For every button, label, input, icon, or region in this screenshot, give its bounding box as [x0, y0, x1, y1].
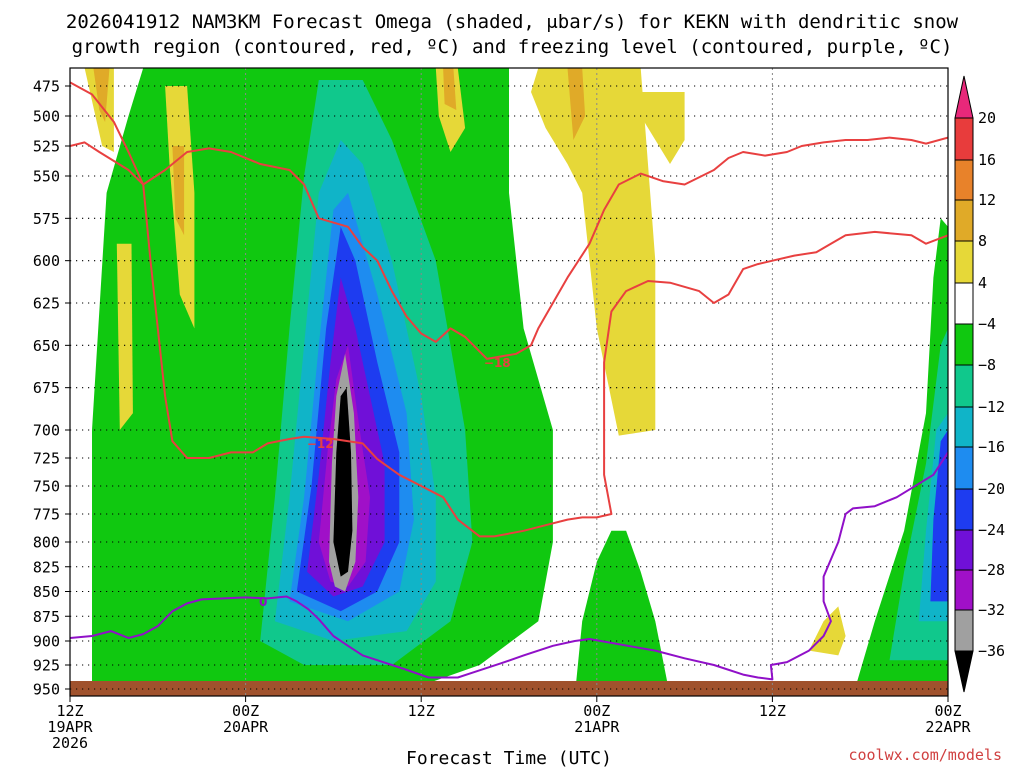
credit-text: coolwx.com/models [848, 746, 1002, 764]
contour-freezing-level [70, 451, 948, 681]
plot-frame [69, 67, 949, 697]
ytick-label-925: 925 [33, 657, 60, 675]
xtick-label-0-1: 12Z [56, 702, 83, 720]
ytick-label-875: 875 [33, 608, 60, 626]
gridlines [69, 68, 949, 696]
chart-title-line2: growth region (contoured, red, ºC) and f… [72, 36, 953, 58]
colorbar-label-10: −24 [978, 521, 1005, 539]
colorbar-label-12: −32 [978, 601, 1005, 619]
xtick-label-0-2: 19APR [47, 718, 93, 736]
ytick-label-800: 800 [33, 534, 60, 552]
colorbar-bin-11 [954, 569, 974, 611]
colorbar-bottom-arrow [954, 650, 974, 693]
colorbar-bin-0 [954, 117, 974, 161]
colorbar-label-13: −36 [978, 642, 1005, 660]
ytick-label-725: 725 [33, 450, 60, 468]
xtick-label-36-2: 21APR [574, 718, 620, 736]
ytick-label-575: 575 [33, 210, 60, 228]
omega-region-yellow-e [531, 68, 656, 436]
ytick-label-525: 525 [33, 138, 60, 156]
colorbar-bin-2 [954, 199, 974, 242]
colorbar-bin-4 [954, 282, 974, 325]
ytick-label-625: 625 [33, 295, 60, 313]
xtick-label-24-1: 12Z [408, 702, 435, 720]
ytick-label-600: 600 [33, 252, 60, 270]
colorbar-label-9: −20 [978, 480, 1005, 498]
colorbar-bin-10 [954, 529, 974, 571]
contour-dgz-lower [70, 81, 948, 538]
ytick-label-550: 550 [33, 168, 60, 186]
colorbar-bin-3 [954, 240, 974, 284]
omega-region-orange-c [443, 68, 457, 110]
ytick-label-825: 825 [33, 558, 60, 576]
ytick-label-700: 700 [33, 422, 60, 440]
ytick-label-475: 475 [33, 78, 60, 96]
xtick-label-48-1: 12Z [759, 702, 786, 720]
colorbar-label-7: −12 [978, 398, 1005, 416]
xtick-label-0-3: 2026 [52, 734, 88, 752]
ytick-label-675: 675 [33, 379, 60, 397]
contour-label-dgz-upper: −18 [484, 356, 511, 370]
contour-dgz-upper [70, 136, 948, 360]
omega-region-yellow-f [626, 92, 685, 164]
x-axis-label: Forecast Time (UTC) [406, 748, 612, 768]
colorbar-top-arrow [954, 75, 974, 119]
omega-region-green-mid [574, 530, 670, 696]
omega-region-orange-a [93, 68, 110, 122]
colorbar-label-0: 20 [978, 109, 996, 127]
contour-label-freezing-level: 0 [259, 595, 267, 609]
ytick-label-850: 850 [33, 583, 60, 601]
omega-shading [84, 68, 948, 696]
colorbar-bin-1 [954, 159, 974, 201]
colorbar-bin-5 [954, 323, 974, 366]
contour-label-dgz-lower: −12 [307, 437, 334, 451]
chart-title-line1: 2026041912 NAM3KM Forecast Omega (shaded… [66, 11, 959, 33]
omega-region-yellow-g [809, 606, 846, 656]
ytick-label-950: 950 [33, 681, 60, 699]
colorbar-bin-9 [954, 488, 974, 531]
pressure-axis: 475 500 525 550 575 600 625 650 675 700 725 750 775 8… [33, 78, 70, 699]
xtick-label-60-2: 22APR [925, 718, 971, 736]
colorbar: 20 16 12 8 4 −4 −8 −12 −16 −20 −24 −28 −32 −36 [954, 75, 1005, 693]
xtick-label-12-2: 20APR [223, 718, 269, 736]
ytick-label-900: 900 [33, 633, 60, 651]
colorbar-label-6: −8 [978, 356, 996, 374]
ytick-label-500: 500 [33, 108, 60, 126]
xtick-label-60-1: 00Z [934, 702, 961, 720]
ytick-label-750: 750 [33, 478, 60, 496]
colorbar-label-3: 8 [978, 232, 987, 250]
ytick-label-650: 650 [33, 337, 60, 355]
ytick-label-775: 775 [33, 506, 60, 524]
colorbar-label-8: −16 [978, 438, 1005, 456]
omega-region-yellow-c [116, 243, 133, 430]
colorbar-label-11: −28 [978, 561, 1005, 579]
temperature-contours: −18 −12 0 [70, 81, 948, 681]
colorbar-bin-6 [954, 364, 974, 408]
xtick-label-36-1: 00Z [583, 702, 610, 720]
omega-region-orange-b [172, 146, 185, 236]
omega-region-black-core [333, 387, 353, 577]
colorbar-bin-8 [954, 446, 974, 490]
xtick-label-12-1: 00Z [232, 702, 259, 720]
colorbar-label-1: 16 [978, 151, 996, 169]
colorbar-label-4: 4 [978, 274, 987, 292]
omega-region-blue-right [930, 430, 948, 602]
colorbar-bin-12 [954, 609, 974, 652]
colorbar-bin-7 [954, 406, 974, 448]
colorbar-label-2: 12 [978, 191, 996, 209]
omega-region-yellow-d [435, 68, 466, 152]
colorbar-label-5: −4 [978, 315, 996, 333]
